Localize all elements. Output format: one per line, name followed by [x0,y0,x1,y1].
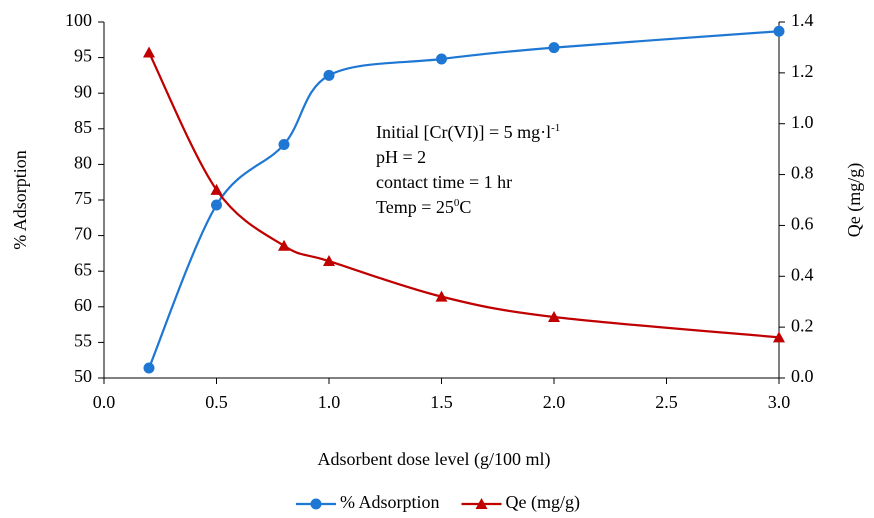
annotation: Temp = 250C [376,197,471,218]
legend-marker [475,498,488,509]
data-point [210,183,223,195]
series-line [148,52,780,339]
y2-tick-label: 0.2 [791,315,814,335]
y-tick-label: 100 [65,10,92,30]
data-point [323,69,335,81]
y2-axis-label: Qe (mg/g) [844,163,865,237]
data-point [548,310,560,322]
data-point [211,199,222,211]
y-tick-label: 75 [74,188,92,208]
legend-label: % Adsorption [340,492,440,512]
series-line [147,30,780,369]
y-tick-label: 70 [74,224,92,244]
data-point [323,255,335,267]
y2-tick-label: 1.0 [791,112,814,132]
annotation-text: C [459,197,471,217]
y2-tick-label: 1.4 [791,10,814,30]
y-tick-label: 55 [74,331,92,351]
data-point [436,53,447,65]
annotation-text: Temp = 25 [376,197,454,217]
y-tick-label: 65 [74,259,92,279]
y2-tick-label: 0.4 [791,264,814,284]
legend-label: Qe (mg/g) [506,492,580,513]
x-tick-label: 3.0 [768,392,791,412]
y-tick-label: 85 [74,117,92,137]
y-tick-label: 50 [74,366,92,386]
data-point [278,239,290,251]
data-point [143,362,155,374]
y-tick-label: 80 [74,153,92,173]
annotation-text: -1 [551,122,560,134]
x-tick-label: 1.5 [430,392,453,412]
data-point [143,46,155,58]
legend-marker [310,498,322,510]
y-tick-label: 60 [74,295,92,315]
x-tick-label: 0.5 [205,392,228,412]
y2-tick-label: 0.0 [791,366,814,386]
annotation: Initial [Cr(VI)] = 5 mg·l-1 [376,122,560,144]
data-point [773,331,785,343]
x-tick-label: 2.0 [543,392,566,412]
y-tick-label: 95 [74,46,92,66]
x-tick-label: 2.5 [655,392,678,412]
annotation-text: 0 [454,197,460,209]
data-point [548,42,560,54]
data-point [278,138,290,150]
annotation-text: pH = 2 [376,147,426,167]
annotation: contact time = 1 hr [376,172,512,192]
annotation-text: Initial [Cr(VI)] = 5 mg·l [376,122,551,143]
y2-tick-label: 1.2 [791,61,814,81]
annotation: pH = 2 [376,147,426,167]
y-axis-label: % Adsorption [10,150,30,250]
x-tick-label: 1.0 [318,392,341,412]
annotation-text: contact time = 1 hr [376,172,512,192]
y2-tick-label: 0.8 [791,163,814,183]
y-tick-label: 90 [74,81,92,101]
y2-tick-label: 0.6 [791,214,814,234]
data-point [773,25,785,37]
legend: % Adsorption Qe (mg/g) [296,492,580,513]
data-point [435,290,448,302]
x-axis-label: Adsorbent dose level (g/100 ml) [318,449,551,470]
x-tick-label: 0.0 [93,392,116,412]
